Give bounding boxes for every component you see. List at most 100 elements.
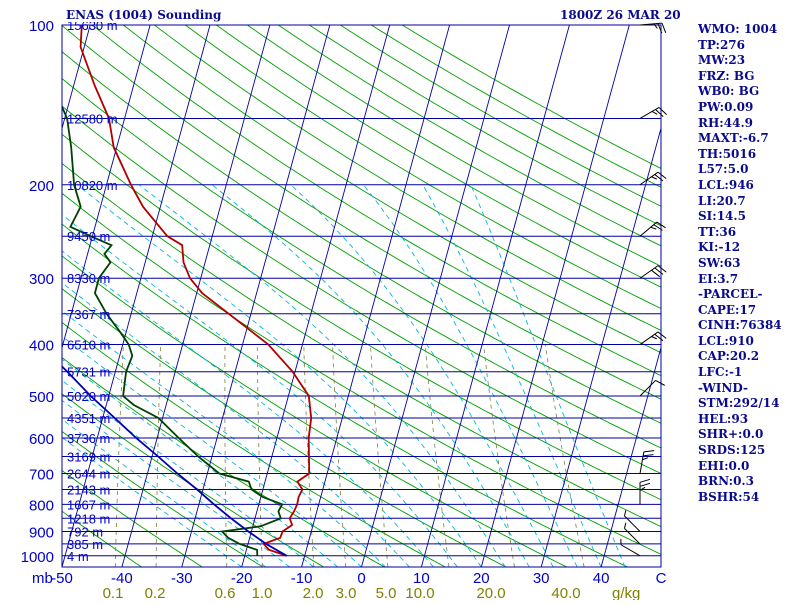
index-line: SW:63 bbox=[698, 256, 798, 272]
index-line: -WIND- bbox=[698, 381, 798, 397]
mixing-ratio-label: 5.0 bbox=[376, 585, 397, 600]
height-label: 5020 m bbox=[67, 389, 110, 404]
wind-barb-flag bbox=[651, 337, 656, 339]
isotherm bbox=[0, 25, 30, 567]
isotherm bbox=[182, 25, 330, 567]
index-line: TH:5016 bbox=[698, 147, 798, 163]
wind-barb-flag bbox=[624, 510, 625, 516]
height-label: 8330 m bbox=[67, 271, 110, 286]
index-line: BRN:0.3 bbox=[698, 474, 798, 490]
dry-adiabat bbox=[30, 25, 800, 567]
wind-barb-flag bbox=[624, 523, 625, 529]
index-line: KI:-12 bbox=[698, 240, 798, 256]
index-line: LI:20.7 bbox=[698, 194, 798, 210]
mixing-ratio-label: 0.6 bbox=[215, 585, 236, 600]
height-label: 10820 m bbox=[67, 178, 118, 193]
wind-barb-staff bbox=[640, 107, 659, 118]
pressure-tick-label: 1000 bbox=[21, 549, 54, 566]
isotherm bbox=[242, 25, 390, 567]
wind-barb-staff bbox=[640, 222, 657, 236]
index-line: CINH:76384 bbox=[698, 318, 798, 334]
wind-barb-flag bbox=[651, 177, 656, 179]
moist-adiabat bbox=[0, 185, 409, 567]
index-line: WMO: 1004 bbox=[698, 22, 798, 38]
wind-barb-flag bbox=[644, 451, 654, 452]
moist-adiabat bbox=[471, 185, 625, 567]
wind-barb bbox=[640, 451, 654, 474]
isotherm bbox=[302, 25, 450, 567]
mixing-ratio-line bbox=[333, 345, 346, 568]
height-label: 1667 m bbox=[67, 497, 110, 512]
height-label: 6510 m bbox=[67, 338, 110, 353]
height-label: 5731 m bbox=[67, 365, 110, 380]
mixing-ratio-line bbox=[257, 345, 262, 568]
moist-adiabat bbox=[0, 185, 361, 567]
pressure-tick-label: 700 bbox=[29, 467, 54, 484]
dry-adiabat bbox=[0, 25, 324, 567]
height-label: 3169 m bbox=[67, 449, 110, 464]
index-line: SHR+:0.0 bbox=[698, 427, 798, 443]
index-line: TP:276 bbox=[698, 38, 798, 54]
pressure-tick-label: 400 bbox=[29, 338, 54, 355]
index-line: RH:44.9 bbox=[698, 116, 798, 132]
pressure-tick-label: 800 bbox=[29, 497, 54, 514]
height-label: 7367 m bbox=[67, 307, 110, 322]
index-line: SI:14.5 bbox=[698, 209, 798, 225]
wind-barb-flag bbox=[643, 455, 653, 456]
index-line: L57:5.0 bbox=[698, 162, 798, 178]
mixing-ratio-label: 0.1 bbox=[103, 585, 124, 600]
temperature-trace bbox=[81, 25, 312, 556]
index-line: LCL:910 bbox=[698, 334, 798, 350]
index-line: WB0: BG bbox=[698, 84, 798, 100]
wind-barb-staff bbox=[640, 452, 644, 474]
pressure-tick-label: 300 bbox=[29, 271, 54, 288]
height-label: 2644 m bbox=[67, 467, 110, 482]
mixing-ratio-label: 3.0 bbox=[336, 585, 357, 600]
mixing-ratio-line bbox=[425, 345, 449, 568]
pressure-tick-label: 500 bbox=[29, 389, 54, 406]
pressure-tick-label: 900 bbox=[29, 524, 54, 541]
temperature-tick-label: C bbox=[656, 570, 667, 587]
index-line: CAP:20.2 bbox=[698, 349, 798, 365]
wind-barb-flag bbox=[652, 111, 657, 114]
index-line: EI:3.7 bbox=[698, 272, 798, 288]
mixing-ratio-label: 40.0 bbox=[551, 585, 580, 600]
index-line: CAPE:17 bbox=[698, 303, 798, 319]
wind-barb-staff bbox=[621, 545, 640, 556]
wind-barb-flag bbox=[656, 380, 665, 385]
index-line: PW:0.09 bbox=[698, 100, 798, 116]
height-label: 3736 m bbox=[67, 431, 110, 446]
isotherm bbox=[541, 25, 689, 567]
dry-adiabat bbox=[92, 25, 800, 567]
wind-barb bbox=[624, 510, 640, 531]
index-line: SRDS:125 bbox=[698, 443, 798, 459]
wind-barb-flag bbox=[640, 479, 650, 482]
mixing-ratio-label: 1.0 bbox=[252, 585, 273, 600]
pressure-unit-label: mb bbox=[32, 570, 53, 587]
sounding-time: 1800Z 26 MAR 20 bbox=[560, 8, 681, 22]
index-line: LFC:-1 bbox=[698, 365, 798, 381]
height-label: 2143 m bbox=[67, 482, 110, 497]
temperature-tick-label: -30 bbox=[171, 570, 193, 587]
wind-barb bbox=[640, 266, 666, 279]
index-line: MAXT:-6.7 bbox=[698, 131, 798, 147]
wind-barb-staff bbox=[624, 528, 640, 544]
mixing-ratio-unit: g/kg bbox=[612, 585, 640, 600]
temperature-tick-label: 0 bbox=[357, 570, 365, 587]
pressure-tick-label: 600 bbox=[29, 431, 54, 448]
index-line: STM:292/14 bbox=[698, 396, 798, 412]
mixing-ratio-label: 20.0 bbox=[476, 585, 505, 600]
isotherm bbox=[481, 25, 629, 567]
height-label: 4351 m bbox=[67, 411, 110, 426]
height-label: 4 m bbox=[67, 549, 89, 564]
isotherm bbox=[421, 25, 569, 567]
pressure-tick-label: 200 bbox=[29, 178, 54, 195]
mixing-ratio-line bbox=[545, 345, 584, 568]
wind-barb bbox=[640, 222, 666, 236]
mixing-ratio-label: 0.2 bbox=[145, 585, 166, 600]
index-line: MW:23 bbox=[698, 53, 798, 69]
sounding-title: ENAS (1004) Sounding bbox=[66, 8, 221, 22]
moist-adiabat bbox=[212, 185, 529, 567]
